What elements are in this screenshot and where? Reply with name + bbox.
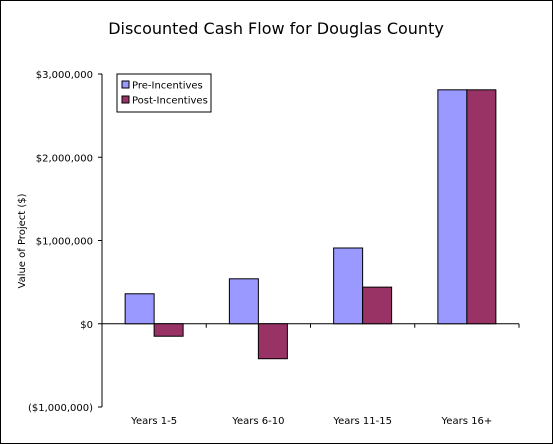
bar-pre-incentives-4 [437, 89, 468, 325]
y-tick-label: $2,000,000 [36, 153, 93, 164]
y-tick-label: $1,000,000 [36, 237, 93, 248]
y-tick-label: $3,000,000 [36, 70, 93, 81]
legend-label: Pre-Incentives [132, 81, 203, 92]
legend-swatch [121, 80, 130, 89]
bar-pre-incentives-1 [124, 293, 155, 325]
chart-title: Discounted Cash Flow for Douglas County [108, 19, 444, 38]
bar-post-incentives-3 [362, 286, 393, 325]
legend-box [116, 73, 212, 113]
x-tick-label: Years 11-15 [332, 416, 392, 427]
x-tick-label: Years 6-10 [231, 416, 284, 427]
x-tick-label: Years 1-5 [130, 416, 177, 427]
bar-post-incentives-2 [257, 323, 288, 360]
bar-pre-incentives-3 [333, 247, 364, 325]
legend-label: Post-Incentives [132, 96, 208, 107]
y-axis-title: Value of Project ($) [17, 193, 28, 288]
bar-post-incentives-1 [153, 323, 184, 337]
bar-pre-incentives-2 [228, 278, 259, 325]
bar-post-incentives-4 [466, 89, 497, 325]
y-tick-label: $0 [80, 320, 93, 331]
x-tick-label: Years 16+ [441, 416, 493, 427]
plot-area: $3,000,000 $2,000,000 $1,000,000 $0 ($1,000,… [28, 70, 520, 427]
legend: Pre-Incentives Post-Incentives [116, 73, 212, 113]
y-tick-label: ($1,000,000) [28, 403, 93, 414]
legend-swatch [121, 95, 130, 104]
